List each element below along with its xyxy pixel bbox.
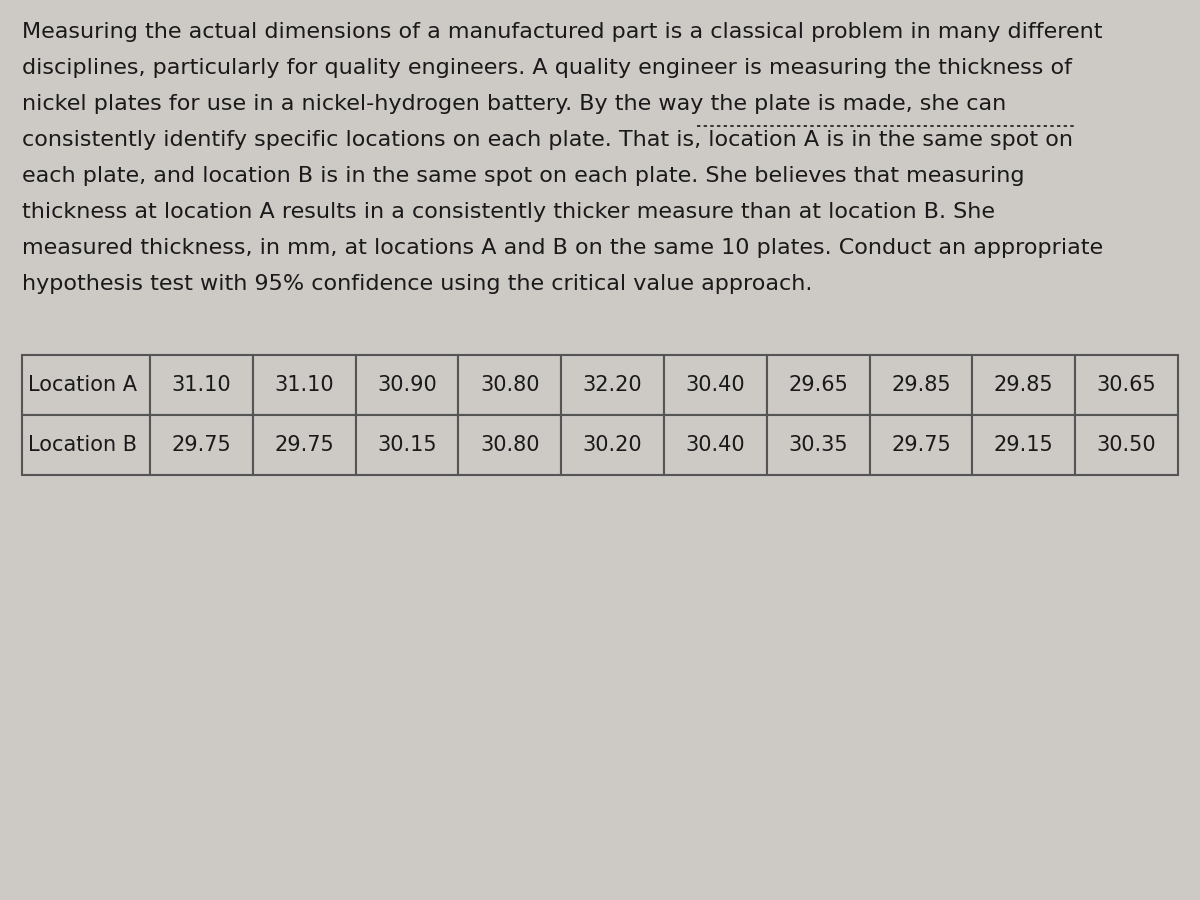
Bar (767, 415, 870, 475)
Text: consistently identify specific locations on each plate. That is, location A is i: consistently identify specific locations… (22, 130, 1073, 150)
Bar (1075, 415, 1178, 475)
Text: each plate, and location B is in the same spot on each plate. She believes that : each plate, and location B is in the sam… (22, 166, 1025, 186)
Text: 30.15: 30.15 (377, 435, 437, 455)
Text: 31.10: 31.10 (172, 375, 232, 395)
Bar (253, 415, 355, 475)
Text: 29.75: 29.75 (892, 435, 950, 455)
Bar (458, 415, 562, 475)
Text: 32.20: 32.20 (583, 375, 642, 395)
Bar (150, 415, 253, 475)
Text: 30.90: 30.90 (377, 375, 437, 395)
Text: 30.80: 30.80 (480, 435, 540, 455)
Text: 29.15: 29.15 (994, 435, 1054, 455)
Bar (562, 355, 664, 415)
Bar (562, 415, 664, 475)
Text: 29.75: 29.75 (275, 435, 334, 455)
Bar (972, 415, 1075, 475)
Bar (870, 415, 972, 475)
Text: 30.50: 30.50 (1097, 435, 1157, 455)
Text: disciplines, particularly for quality engineers. A quality engineer is measuring: disciplines, particularly for quality en… (22, 58, 1072, 78)
Text: 29.75: 29.75 (172, 435, 232, 455)
Bar (664, 355, 767, 415)
Text: 30.20: 30.20 (583, 435, 642, 455)
Bar (22, 355, 150, 415)
Bar (664, 415, 767, 475)
Text: measured thickness, in mm, at locations A and B on the same 10 plates. Conduct a: measured thickness, in mm, at locations … (22, 238, 1103, 258)
Bar (458, 355, 562, 415)
Text: 30.35: 30.35 (788, 435, 848, 455)
Text: thickness at location A results in a consistently thicker measure than at locati: thickness at location A results in a con… (22, 202, 995, 222)
Text: 30.65: 30.65 (1097, 375, 1157, 395)
Text: 30.80: 30.80 (480, 375, 540, 395)
Bar (22, 415, 150, 475)
Bar (870, 355, 972, 415)
Bar (253, 355, 355, 415)
Text: nickel plates for use in a nickel-hydrogen battery. By the way the plate is made: nickel plates for use in a nickel-hydrog… (22, 94, 1007, 114)
Text: Location A: Location A (28, 375, 137, 395)
Bar (972, 355, 1075, 415)
Bar (150, 355, 253, 415)
Text: 29.85: 29.85 (892, 375, 950, 395)
Text: 30.40: 30.40 (685, 375, 745, 395)
Text: hypothesis test with 95% confidence using the critical value approach.: hypothesis test with 95% confidence usin… (22, 274, 812, 294)
Bar (767, 355, 870, 415)
Text: 30.40: 30.40 (685, 435, 745, 455)
Bar (355, 355, 458, 415)
Text: 29.65: 29.65 (788, 375, 848, 395)
Text: Measuring the actual dimensions of a manufactured part is a classical problem in: Measuring the actual dimensions of a man… (22, 22, 1103, 42)
Text: 31.10: 31.10 (275, 375, 334, 395)
Text: 29.85: 29.85 (994, 375, 1054, 395)
Text: Location B: Location B (28, 435, 137, 455)
Bar (1075, 355, 1178, 415)
Bar (355, 415, 458, 475)
